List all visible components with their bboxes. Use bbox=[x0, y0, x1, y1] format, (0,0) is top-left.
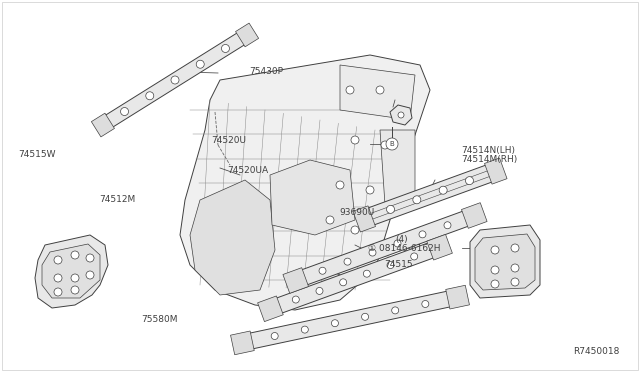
Text: 74512M: 74512M bbox=[99, 195, 136, 203]
Circle shape bbox=[387, 205, 394, 214]
Text: 75580M: 75580M bbox=[141, 315, 177, 324]
Text: B: B bbox=[390, 141, 394, 147]
Circle shape bbox=[221, 45, 230, 52]
Polygon shape bbox=[92, 113, 115, 137]
Polygon shape bbox=[361, 163, 499, 227]
Polygon shape bbox=[42, 244, 100, 298]
Circle shape bbox=[398, 112, 404, 118]
Circle shape bbox=[369, 249, 376, 256]
Circle shape bbox=[326, 216, 334, 224]
Circle shape bbox=[351, 136, 359, 144]
Polygon shape bbox=[258, 296, 284, 322]
Polygon shape bbox=[180, 55, 430, 310]
Circle shape bbox=[419, 231, 426, 238]
Text: 74520UA: 74520UA bbox=[227, 166, 268, 175]
Polygon shape bbox=[99, 29, 251, 131]
Circle shape bbox=[86, 271, 94, 279]
Polygon shape bbox=[461, 203, 487, 228]
Circle shape bbox=[332, 320, 339, 327]
Polygon shape bbox=[35, 235, 108, 308]
Circle shape bbox=[362, 313, 369, 320]
Polygon shape bbox=[353, 206, 376, 232]
Circle shape bbox=[196, 60, 204, 68]
Circle shape bbox=[413, 196, 421, 204]
Circle shape bbox=[54, 288, 62, 296]
Circle shape bbox=[439, 186, 447, 194]
Circle shape bbox=[351, 226, 359, 234]
Circle shape bbox=[344, 258, 351, 265]
Circle shape bbox=[54, 256, 62, 264]
Circle shape bbox=[465, 177, 474, 185]
Polygon shape bbox=[484, 158, 507, 184]
Polygon shape bbox=[340, 65, 415, 120]
Circle shape bbox=[171, 76, 179, 84]
Circle shape bbox=[120, 108, 129, 116]
Circle shape bbox=[491, 246, 499, 254]
Circle shape bbox=[394, 240, 401, 247]
Circle shape bbox=[511, 244, 519, 252]
Polygon shape bbox=[445, 285, 470, 309]
Circle shape bbox=[146, 92, 154, 100]
Circle shape bbox=[387, 262, 394, 269]
Circle shape bbox=[346, 86, 354, 94]
Text: 74514N(LH): 74514N(LH) bbox=[461, 146, 515, 155]
Polygon shape bbox=[190, 180, 275, 295]
Circle shape bbox=[511, 264, 519, 272]
Circle shape bbox=[292, 296, 300, 303]
Circle shape bbox=[271, 333, 278, 340]
Text: 74515W: 74515W bbox=[18, 150, 56, 159]
Circle shape bbox=[316, 288, 323, 294]
Circle shape bbox=[392, 307, 399, 314]
Text: R7450018: R7450018 bbox=[573, 347, 620, 356]
Text: (4): (4) bbox=[395, 235, 408, 244]
Circle shape bbox=[71, 274, 79, 282]
Polygon shape bbox=[268, 240, 442, 316]
Circle shape bbox=[422, 301, 429, 308]
Circle shape bbox=[376, 86, 384, 94]
Polygon shape bbox=[475, 234, 535, 290]
Polygon shape bbox=[427, 234, 452, 260]
Circle shape bbox=[444, 222, 451, 229]
Circle shape bbox=[511, 278, 519, 286]
Text: 74514M(RH): 74514M(RH) bbox=[461, 155, 517, 164]
Text: 75430P: 75430P bbox=[250, 67, 284, 76]
Circle shape bbox=[491, 266, 499, 274]
Circle shape bbox=[381, 141, 389, 149]
Circle shape bbox=[319, 267, 326, 274]
Circle shape bbox=[386, 138, 398, 150]
Polygon shape bbox=[380, 130, 415, 205]
Circle shape bbox=[86, 254, 94, 262]
Circle shape bbox=[491, 280, 499, 288]
Circle shape bbox=[54, 274, 62, 282]
Polygon shape bbox=[230, 331, 254, 355]
Circle shape bbox=[71, 286, 79, 294]
Polygon shape bbox=[241, 289, 460, 351]
Polygon shape bbox=[270, 160, 355, 235]
Circle shape bbox=[340, 279, 347, 286]
Circle shape bbox=[71, 251, 79, 259]
Circle shape bbox=[366, 186, 374, 194]
Polygon shape bbox=[283, 268, 308, 293]
Circle shape bbox=[301, 326, 308, 333]
Text: 74520U: 74520U bbox=[211, 136, 246, 145]
Polygon shape bbox=[293, 208, 477, 288]
Polygon shape bbox=[390, 105, 412, 125]
Text: 74515: 74515 bbox=[384, 260, 413, 269]
Circle shape bbox=[336, 181, 344, 189]
Polygon shape bbox=[236, 23, 259, 47]
Text: ① 08146-6162H: ① 08146-6162H bbox=[368, 244, 440, 253]
Circle shape bbox=[364, 270, 371, 277]
Text: 93690U: 93690U bbox=[339, 208, 374, 217]
Polygon shape bbox=[470, 225, 540, 298]
Circle shape bbox=[411, 253, 418, 260]
